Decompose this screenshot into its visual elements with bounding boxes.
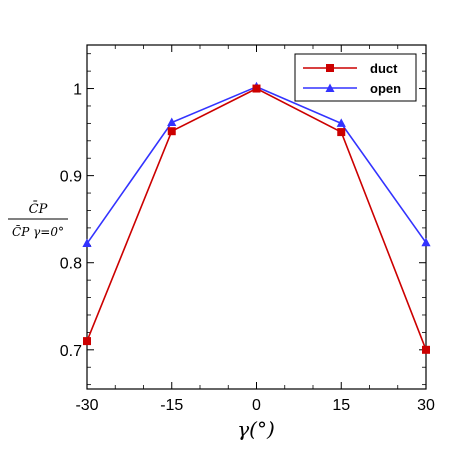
x-tick-label: 15 — [332, 397, 350, 414]
y-axis-label-denominator: C̄P γ=0° — [12, 224, 64, 239]
legend-box — [294, 53, 417, 102]
data-point-open — [336, 118, 346, 127]
legend-label-open: open — [370, 81, 401, 96]
data-point-open — [167, 117, 177, 127]
y-tick-label: 0.9 — [60, 169, 82, 186]
data-point-open — [82, 238, 92, 248]
x-tick-label: -30 — [75, 397, 98, 414]
data-point-duct — [252, 84, 261, 93]
x-tick-label: -15 — [160, 397, 183, 414]
data-point-duct — [422, 345, 430, 354]
x-tick-label: 0 — [252, 397, 261, 414]
y-tick-label: 1 — [73, 82, 82, 99]
data-point-duct — [167, 127, 176, 136]
data-point-duct — [337, 128, 346, 137]
y-tick-label: 0.7 — [60, 343, 82, 360]
legend: duct open — [294, 53, 417, 102]
series-layer — [82, 81, 431, 354]
x-tick-label: 30 — [417, 397, 435, 414]
y-axis-label: C̄P C̄P γ=0° — [8, 201, 68, 239]
series-line-duct — [86, 87, 427, 351]
legend-marker-open — [325, 83, 335, 92]
data-point-open — [421, 237, 431, 247]
x-axis-label: γ(°) — [237, 417, 275, 441]
y-axis-label-numerator: C̄P — [29, 201, 48, 217]
legend-label-duct: duct — [370, 61, 398, 76]
y-axis-ticks: 0.7 0.8 0.9 1 — [60, 53, 426, 386]
y-tick-label: 0.8 — [60, 256, 82, 273]
legend-marker-duct — [326, 64, 334, 72]
data-point-duct — [83, 337, 91, 346]
x-axis-ticks: -30 -15 0 15 30 — [75, 45, 435, 414]
